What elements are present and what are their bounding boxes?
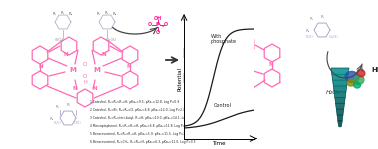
Text: (SO): (SO) [54, 38, 64, 42]
Text: N: N [269, 62, 273, 67]
Text: 6 Benzresorcinol, R₁=CH₃, R₂=R₃=H, pKa₁=6.3, pKa₂=11.0, Log P=3.3: 6 Benzresorcinol, R₁=CH₃, R₂=R₃=H, pKa₁=… [90, 140, 195, 144]
Text: O(S): O(S) [74, 121, 82, 125]
Text: H₂O₂: H₂O₂ [326, 90, 340, 96]
Polygon shape [331, 68, 349, 75]
Text: N: N [39, 65, 43, 69]
Text: M: M [94, 67, 101, 73]
Text: O: O [230, 60, 234, 66]
Polygon shape [332, 74, 348, 81]
Text: OH: OH [154, 15, 162, 21]
Polygon shape [334, 91, 346, 98]
Text: R₂: R₂ [321, 15, 325, 19]
Text: R₃: R₃ [306, 29, 310, 33]
Text: P: P [230, 35, 234, 39]
Text: O: O [164, 22, 168, 28]
Polygon shape [333, 85, 347, 92]
Text: R₃: R₃ [50, 117, 54, 121]
Text: 2 Catechol, R₁=Br, R₂=R₃=Cl, pKa₁=6.8, pKa₂=12.0, Log P=2.3: 2 Catechol, R₁=Br, R₂=R₃=Cl, pKa₁=6.8, p… [90, 108, 185, 112]
Text: M: M [218, 65, 225, 71]
Polygon shape [335, 103, 345, 110]
Text: N: N [64, 52, 68, 58]
Text: N: N [73, 86, 77, 90]
Text: OH: OH [228, 28, 236, 32]
Text: 4 Mercaptophenol, R₁=R₂=R₃=H, pKa₁=6.8, pKa₂=11.8, Log P=1.6: 4 Mercaptophenol, R₁=R₂=R₃=H, pKa₁=6.8, … [90, 124, 190, 128]
Text: O: O [237, 35, 241, 39]
Text: O: O [83, 62, 87, 67]
Text: O: O [83, 73, 87, 79]
Text: With
phosphate: With phosphate [211, 34, 237, 44]
Text: 5 Benzresorcinol, R₁=R₂=R₃=H, pKa₁=5.9, pKa₂=11.5, Log P=2.8: 5 Benzresorcinol, R₁=R₂=R₃=H, pKa₁=5.9, … [90, 132, 188, 136]
Polygon shape [336, 109, 344, 116]
Text: Co(S): Co(S) [329, 35, 339, 39]
Text: O: O [148, 22, 152, 28]
Ellipse shape [345, 72, 359, 83]
Text: P: P [156, 22, 160, 28]
Text: R₂: R₂ [61, 11, 65, 15]
Text: O: O [156, 31, 160, 35]
Text: R₁: R₁ [97, 12, 101, 16]
Text: Control: Control [214, 103, 231, 108]
Text: M: M [70, 67, 76, 73]
Text: N: N [191, 62, 195, 67]
Text: N: N [220, 83, 224, 89]
Text: R₂: R₂ [105, 11, 109, 15]
Text: H: H [83, 80, 87, 84]
Text: N: N [247, 51, 251, 55]
Text: M: M [239, 65, 245, 71]
Text: 3 Catechol, R₁=R₂=tert-butyl, R₃=H, pKa₁=10.0, pKa₂=14.1, LogP=4.5: 3 Catechol, R₁=R₂=tert-butyl, R₃=H, pKa₁… [90, 116, 196, 120]
Text: N: N [127, 65, 131, 69]
Text: R₁: R₁ [53, 12, 57, 16]
Text: O: O [230, 72, 234, 76]
Text: N: N [240, 83, 244, 89]
Text: R₁: R₁ [56, 105, 60, 109]
Polygon shape [337, 114, 343, 121]
Ellipse shape [353, 82, 361, 88]
Text: 1 Catechol, R₁=R₂=R₃=H, pKa₁=9.5, pKa₂=12.8, Log P=0.9: 1 Catechol, R₁=R₂=R₃=H, pKa₁=9.5, pKa₂=1… [90, 100, 179, 104]
Text: (SO): (SO) [306, 35, 314, 39]
Text: HRP: HRP [371, 67, 378, 73]
Ellipse shape [347, 80, 355, 86]
Text: N: N [93, 86, 97, 90]
Text: R₂: R₂ [67, 103, 71, 107]
Text: N: N [102, 52, 106, 58]
Ellipse shape [357, 69, 365, 77]
X-axis label: Time: Time [212, 141, 226, 146]
Text: O: O [230, 42, 234, 46]
Text: O: O [223, 35, 227, 39]
Text: (SO): (SO) [54, 121, 62, 125]
Text: R₃: R₃ [113, 12, 117, 16]
Ellipse shape [354, 75, 364, 85]
Text: R₁: R₁ [310, 17, 314, 21]
Polygon shape [338, 120, 342, 127]
Polygon shape [335, 97, 345, 104]
Text: Co(S): Co(S) [105, 38, 117, 42]
Y-axis label: Potential: Potential [177, 67, 182, 91]
Text: N: N [213, 51, 217, 55]
Text: R₃: R₃ [69, 12, 73, 16]
Polygon shape [332, 80, 347, 87]
